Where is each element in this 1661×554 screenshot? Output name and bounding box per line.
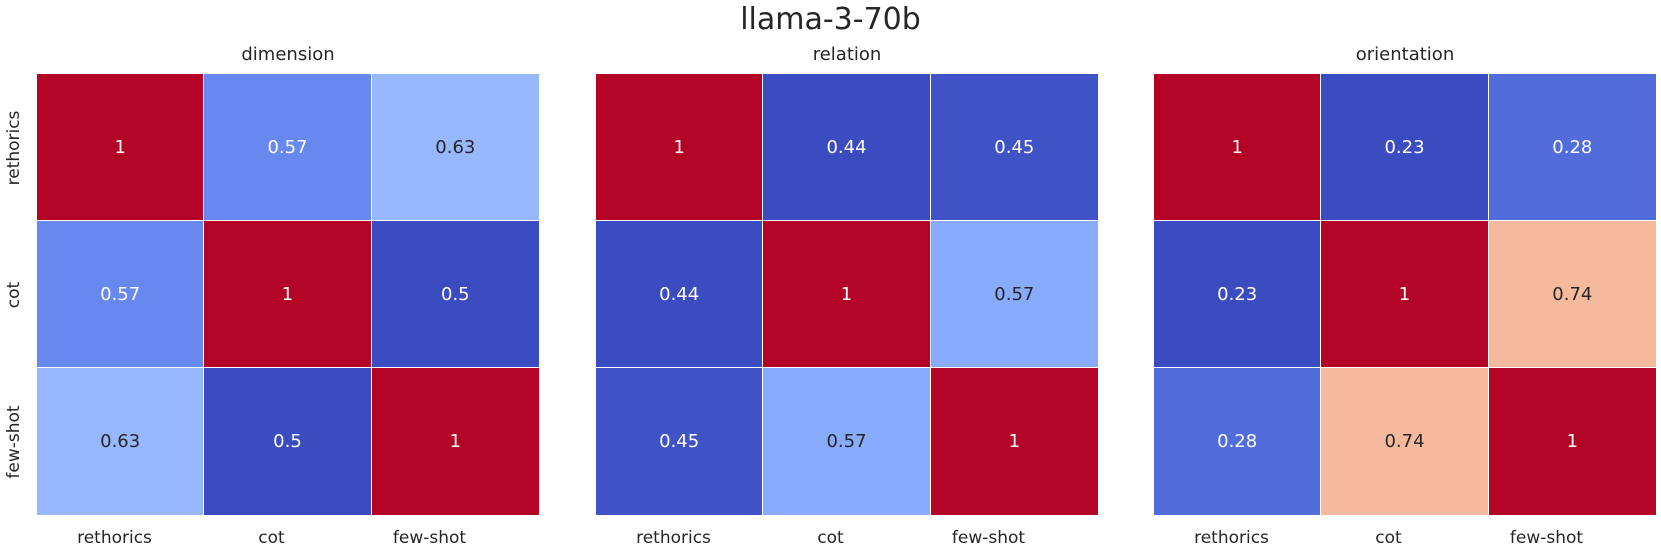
- x-tick-label: rethorics: [77, 528, 152, 548]
- x-tick-label: rethorics: [1194, 528, 1269, 548]
- panel-title: orientation: [1355, 44, 1455, 65]
- heatmap-cell: 0.5: [204, 368, 372, 515]
- heatmap-cell: 0.63: [371, 74, 539, 221]
- heatmap-panel-dimension: dimension 1 0.57 0.63 0.57 1 0.5 0.63 0.5 1 reth…: [37, 0, 539, 554]
- heatmap-cell: 0.23: [1321, 74, 1489, 221]
- heatmap-cell: 0.45: [596, 368, 764, 515]
- panel-title: dimension: [241, 44, 335, 65]
- figure-title: llama-3-70b: [740, 2, 921, 37]
- heatmap-cell: 1: [1321, 221, 1489, 368]
- heatmap-panel-relation: relation 1 0.44 0.45 0.44 1 0.57 0.45 0.57 1 ret…: [596, 0, 1098, 554]
- heatmap-cell: 0.28: [1488, 74, 1656, 221]
- heatmap-cell: 1: [763, 221, 931, 368]
- heatmap-cell: 0.45: [930, 74, 1098, 221]
- heatmap-grid: 1 0.23 0.28 0.23 1 0.74 0.28 0.74 1: [1154, 74, 1656, 515]
- y-tick-label: cot: [4, 281, 24, 308]
- heatmap-cell: 0.57: [204, 74, 372, 221]
- heatmap-cell: 0.23: [1154, 221, 1322, 368]
- x-tick-label: few-shot: [392, 528, 467, 548]
- x-tick-label: cot: [258, 528, 285, 548]
- heatmap-cell: 0.63: [37, 368, 205, 515]
- x-tick-label: cot: [817, 528, 844, 548]
- x-tick-label: few-shot: [951, 528, 1026, 548]
- heatmap-cell: 0.57: [37, 221, 205, 368]
- heatmap-cell: 0.74: [1321, 368, 1489, 515]
- heatmap-cell: 1: [930, 368, 1098, 515]
- heatmap-cell: 1: [371, 368, 539, 515]
- heatmap-panel-orientation: orientation 1 0.23 0.28 0.23 1 0.74 0.28 0.74 1 …: [1154, 0, 1656, 554]
- x-tick-label: few-shot: [1509, 528, 1584, 548]
- heatmap-cell: 1: [1488, 368, 1656, 515]
- y-tick-label: few-shot: [4, 404, 24, 479]
- x-tick-label: cot: [1375, 528, 1402, 548]
- heatmap-cell: 1: [596, 74, 764, 221]
- heatmap-grid: 1 0.57 0.63 0.57 1 0.5 0.63 0.5 1: [37, 74, 539, 515]
- heatmap-grid: 1 0.44 0.45 0.44 1 0.57 0.45 0.57 1: [596, 74, 1098, 515]
- heatmap-cell: 1: [204, 221, 372, 368]
- heatmap-cell: 1: [37, 74, 205, 221]
- heatmap-cell: 1: [1154, 74, 1322, 221]
- heatmap-cell: 0.44: [763, 74, 931, 221]
- heatmap-cell: 0.44: [596, 221, 764, 368]
- heatmap-cell: 0.57: [930, 221, 1098, 368]
- heatmap-cell: 0.28: [1154, 368, 1322, 515]
- y-tick-label: rethorics: [4, 110, 24, 185]
- heatmap-cell: 0.5: [371, 221, 539, 368]
- heatmap-cell: 0.74: [1488, 221, 1656, 368]
- panel-title: relation: [812, 44, 882, 65]
- heatmap-cell: 0.57: [763, 368, 931, 515]
- x-tick-label: rethorics: [636, 528, 711, 548]
